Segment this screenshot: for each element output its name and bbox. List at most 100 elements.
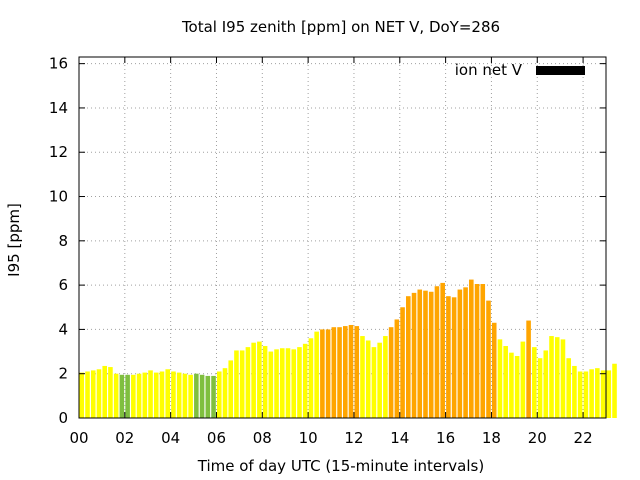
- bar: [577, 371, 583, 418]
- y-tick-label: 10: [49, 188, 68, 206]
- x-axis-label: Time of day UTC (15-minute intervals): [197, 457, 484, 475]
- bar: [503, 346, 508, 418]
- y-tick-label: 2: [58, 365, 68, 383]
- bar: [291, 349, 297, 418]
- bar: [331, 327, 337, 418]
- bar: [102, 365, 107, 418]
- bar: [360, 336, 365, 418]
- y-tick-label: 0: [58, 409, 68, 427]
- bar: [595, 368, 600, 418]
- x-tick-label: 00: [69, 429, 88, 447]
- bar: [486, 300, 491, 418]
- bar: [446, 296, 451, 418]
- bar: [85, 371, 90, 418]
- bar: [188, 374, 193, 418]
- bar: [119, 374, 125, 418]
- bar: [297, 347, 302, 418]
- bar: [320, 329, 325, 418]
- x-tick-label: 22: [574, 429, 593, 447]
- bar: [543, 350, 549, 418]
- bar: [136, 373, 142, 418]
- bar: [108, 367, 113, 418]
- bar: [79, 372, 85, 418]
- bar: [113, 373, 119, 418]
- bar: [600, 370, 606, 418]
- bar: [388, 327, 394, 418]
- bar: [302, 343, 308, 418]
- bar: [268, 351, 274, 418]
- bar: [383, 336, 388, 418]
- chart-title: Total I95 zenith [ppm] on NET V, DoY=286: [181, 18, 500, 36]
- bar: [474, 284, 480, 418]
- bar: [589, 369, 594, 418]
- bar: [165, 369, 171, 418]
- bar: [440, 282, 445, 418]
- y-tick-label: 14: [49, 99, 68, 117]
- bar: [520, 341, 526, 418]
- bar: [514, 355, 520, 418]
- bar: [394, 319, 400, 418]
- x-tick-label: 10: [299, 429, 318, 447]
- bar: [176, 372, 182, 418]
- bar: [411, 292, 417, 418]
- bar: [451, 297, 457, 418]
- bar: [199, 374, 205, 418]
- bar: [554, 337, 560, 418]
- bar: [537, 358, 543, 418]
- bar: [497, 339, 503, 418]
- legend-label: ion net V: [455, 61, 523, 79]
- y-tick-label: 12: [49, 143, 68, 161]
- y-tick-label: 16: [49, 55, 68, 73]
- legend: ion net V: [455, 61, 585, 79]
- bar: [343, 326, 348, 418]
- y-axis-label: I95 [ppm]: [5, 203, 23, 277]
- bar: [234, 350, 239, 418]
- bars-layer: [79, 279, 617, 418]
- bar: [583, 371, 589, 418]
- bar: [153, 372, 159, 418]
- x-tick-label: 08: [253, 429, 272, 447]
- bar: [337, 327, 342, 418]
- bar: [549, 336, 554, 418]
- bar: [274, 349, 279, 418]
- bar: [125, 374, 130, 418]
- bar: [566, 358, 571, 418]
- bar: [423, 290, 428, 418]
- bar: [371, 347, 377, 418]
- bar: [279, 348, 285, 418]
- bar: [348, 324, 354, 418]
- bar: [182, 373, 188, 418]
- x-tick-label: 04: [161, 429, 180, 447]
- bar: [131, 374, 136, 418]
- bar: [257, 341, 262, 418]
- bar: [205, 375, 211, 418]
- bar: [480, 284, 486, 418]
- x-tick-label: 14: [390, 429, 409, 447]
- x-tick-label: 06: [207, 429, 226, 447]
- x-tick-label: 02: [115, 429, 134, 447]
- y-tick-label: 4: [58, 320, 68, 338]
- x-tick-label: 18: [482, 429, 501, 447]
- legend-swatch: [536, 66, 585, 75]
- bar: [308, 338, 314, 418]
- bar: [228, 360, 234, 418]
- bar: [509, 352, 514, 418]
- bar: [560, 339, 566, 418]
- bar: [469, 279, 474, 418]
- bar: [216, 371, 222, 418]
- bar: [417, 289, 423, 418]
- y-tick-label: 8: [58, 232, 68, 250]
- bar: [526, 320, 531, 418]
- bar: [142, 372, 148, 418]
- y-tick-label: 6: [58, 276, 68, 294]
- bar: [148, 370, 153, 418]
- bar: [457, 289, 463, 418]
- bar: [245, 347, 251, 418]
- bar: [612, 363, 617, 418]
- bar: [211, 375, 216, 418]
- bar: [434, 286, 440, 418]
- bar: [325, 329, 331, 418]
- bar: [222, 368, 228, 418]
- bar: [491, 322, 497, 418]
